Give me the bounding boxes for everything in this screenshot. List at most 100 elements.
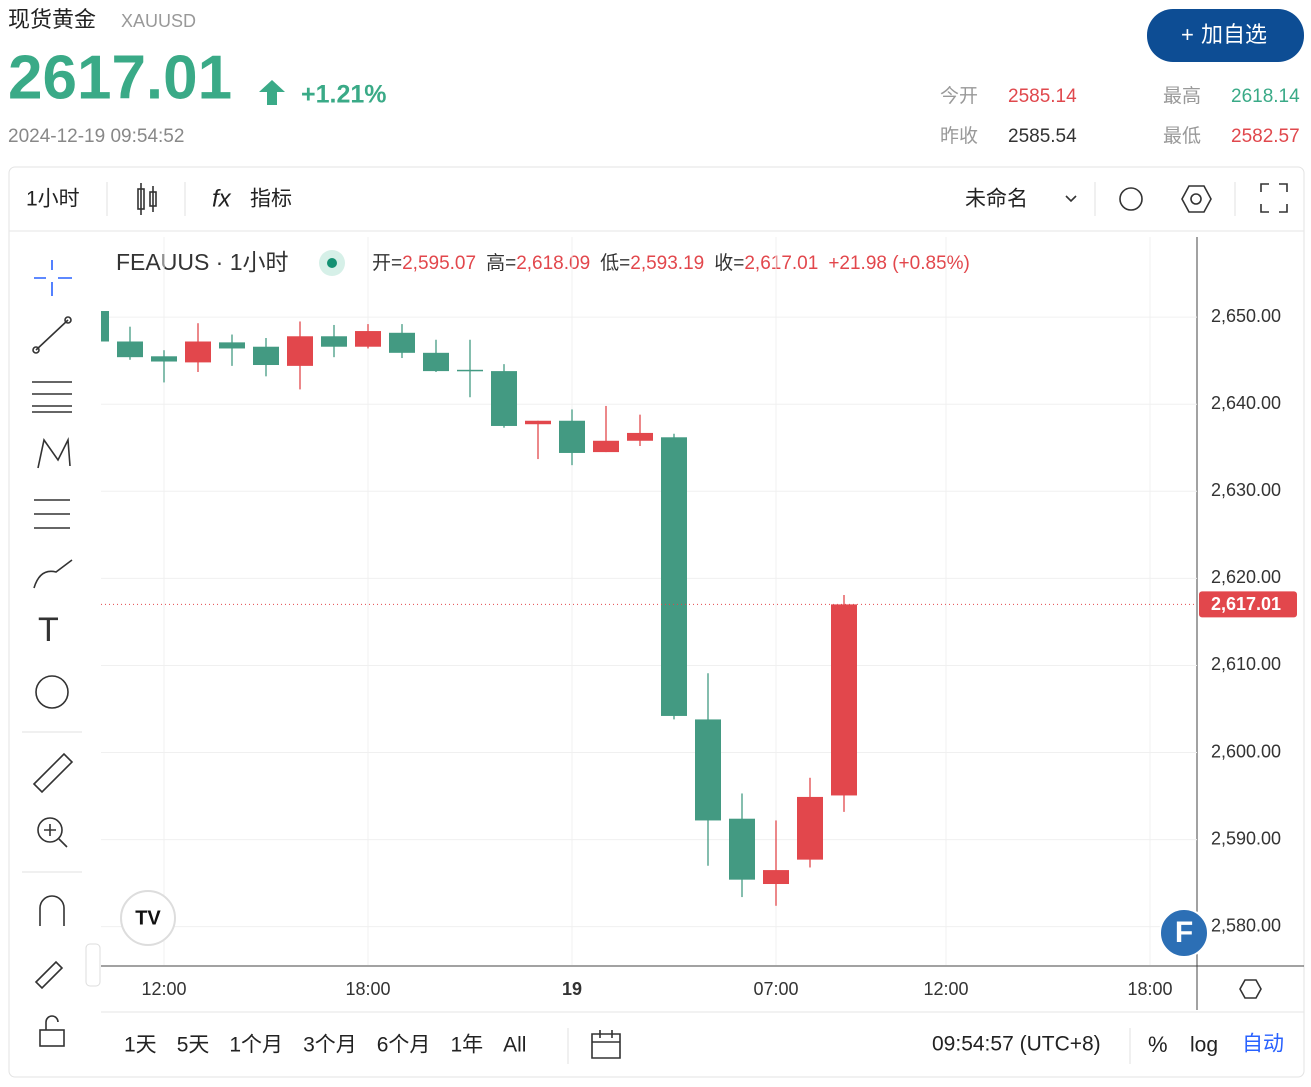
x-tick-label: 18:00: [1127, 979, 1172, 999]
x-tick-label: 12:00: [141, 979, 186, 999]
x-tick-label: 07:00: [753, 979, 798, 999]
candle-body: [253, 346, 279, 366]
legend-label: 开=: [372, 253, 402, 274]
candle-body: [423, 352, 449, 372]
axis-settings-icon[interactable]: [1239, 979, 1262, 999]
candle-body: [695, 719, 721, 821]
stat-value: 2618.14: [1231, 86, 1300, 107]
candle-body: [763, 870, 789, 885]
layout-name[interactable]: 未命名: [965, 188, 1028, 211]
candle-body: [151, 356, 177, 362]
candle-body: [389, 332, 415, 353]
clock: 09:54:57 (UTC+8): [932, 1033, 1101, 1056]
candle-body: [355, 331, 381, 347]
title: 现货黄金: [8, 7, 96, 32]
candle-body: [321, 336, 347, 347]
add-watchlist-button[interactable]: [1147, 9, 1304, 62]
legend-value: 2,593.19: [630, 253, 704, 274]
settings-icon-center: [1190, 193, 1202, 205]
candle-body: [661, 437, 687, 716]
grid: [101, 237, 1197, 965]
indicators[interactable]: 指标: [250, 188, 292, 211]
stat-label: 最高: [1163, 85, 1201, 107]
auto-toggle[interactable]: 自动: [1242, 1033, 1284, 1056]
y-tick-label: 2,650.00: [1211, 306, 1281, 326]
x-tick-label: 19: [562, 979, 582, 999]
candle-body: [627, 432, 653, 441]
range-button[interactable]: 1年: [450, 1034, 483, 1057]
stat-value: 2585.54: [1008, 126, 1077, 147]
legend-value: 2,618.09: [516, 253, 590, 274]
f-logo-text: F: [1175, 916, 1193, 949]
collapse-toggle[interactable]: [85, 943, 101, 987]
y-tick-label: 2,630.00: [1211, 480, 1281, 500]
fullscreen-icon[interactable]: [1260, 183, 1288, 213]
range-button[interactable]: 6个月: [377, 1034, 431, 1057]
stat-value: 2582.57: [1231, 126, 1300, 147]
candle-body: [559, 420, 585, 453]
goto-date-icon[interactable]: [591, 1030, 621, 1059]
candle-body: [593, 440, 619, 453]
legend-value: 2,617.01: [744, 253, 818, 274]
legend-change: +21.98 (+0.85%): [828, 253, 970, 274]
price: 2617.01: [8, 43, 232, 112]
settings-icon[interactable]: [1181, 185, 1212, 213]
candle-body: [101, 311, 109, 342]
candle-body: [457, 369, 483, 372]
axes: 2,580.00 2,590.00 2,600.00 2,610.00 2,620.00…: [101, 306, 1297, 999]
up-arrow: [259, 80, 285, 105]
last-price-label: 2,617.01: [1211, 594, 1281, 614]
stat-value: 2585.14: [1008, 86, 1077, 107]
dropdown-icon[interactable]: [1065, 195, 1077, 203]
candle-body: [797, 796, 823, 860]
change: +1.21%: [301, 81, 387, 109]
legend-value: 2,595.07: [402, 253, 476, 274]
legend-label: 高=: [486, 252, 516, 274]
candle-type-icon[interactable]: [137, 183, 157, 215]
x-tick-label: 12:00: [923, 979, 968, 999]
fx-icon[interactable]: fx: [212, 185, 232, 212]
tv-logo[interactable]: [120, 890, 176, 946]
y-tick-label: 2,600.00: [1211, 741, 1281, 761]
stat-label: 昨收: [940, 125, 978, 147]
datetime: 2024-12-19 09:54:52: [8, 126, 184, 147]
candle-body: [185, 341, 211, 363]
alert-icon[interactable]: [1119, 187, 1143, 211]
button-label: 加自选: [1201, 22, 1267, 47]
range-button[interactable]: 3个月: [303, 1034, 357, 1057]
candle-body: [525, 420, 551, 425]
y-tick-label: 2,580.00: [1211, 915, 1281, 935]
stat-label: 最低: [1163, 125, 1201, 147]
range-button[interactable]: 1天: [124, 1034, 157, 1057]
last-price-tag: [1199, 591, 1297, 618]
y-tick-label: 2,610.00: [1211, 654, 1281, 674]
x-tick-label: 18:00: [345, 979, 390, 999]
candles: [101, 311, 857, 906]
range-button[interactable]: 5天: [177, 1034, 210, 1057]
log-toggle[interactable]: log: [1190, 1034, 1218, 1057]
plus: +: [1181, 22, 1194, 47]
svg-text:T: T: [38, 611, 59, 649]
range-button[interactable]: 1个月: [229, 1034, 283, 1057]
y-tick-label: 2,590.00: [1211, 828, 1281, 848]
range-button[interactable]: All: [503, 1034, 526, 1057]
percent-toggle[interactable]: %: [1148, 1032, 1168, 1057]
footer: 1天 5天 1个月 3个月 6个月 1年 All: [124, 1034, 526, 1057]
ohlc-legend: 开= 2,595.07 高= 2,618.09 低= 2,593.19 收= 2,617.01…: [372, 252, 970, 274]
tv-logo-text: TV: [135, 907, 161, 929]
symbol-label: FEAUUS · 1小时: [116, 249, 289, 275]
y-tick-label: 2,620.00: [1211, 567, 1281, 587]
stat-label: 今开: [940, 85, 978, 107]
y-tick-label: 2,640.00: [1211, 393, 1281, 413]
interval[interactable]: 1小时: [26, 188, 80, 211]
drawing-tools[interactable]: T: [32, 260, 74, 1047]
chart-panel: [8, 166, 1305, 1078]
candle-body: [287, 336, 313, 366]
f-logo: [1159, 908, 1209, 958]
symbol: XAUUSD: [121, 11, 196, 31]
candle-body: [831, 604, 857, 796]
candle-body: [219, 342, 245, 349]
legend-label: 收=: [714, 252, 744, 274]
